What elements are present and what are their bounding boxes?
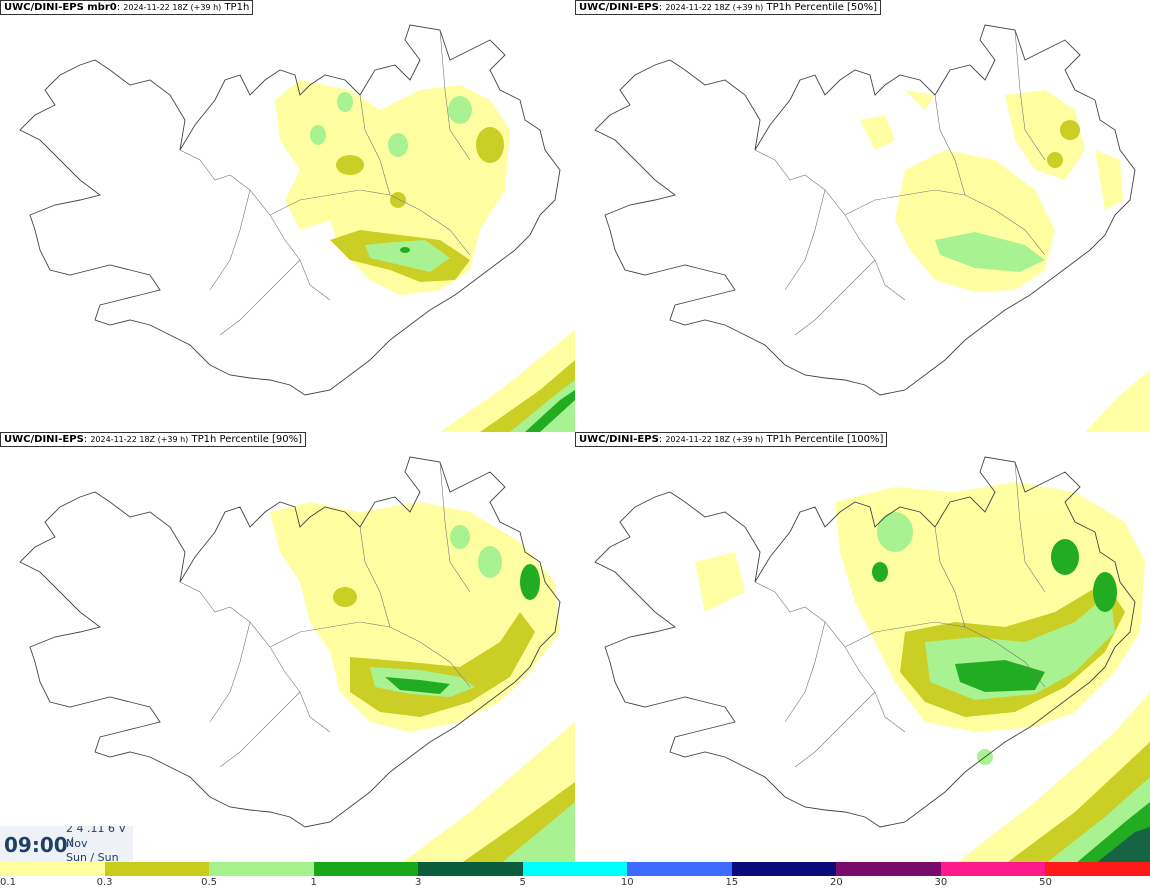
map-panel-mbr0: UWC/DINI-EPS mbr0: 2024-11-22 18Z (+39 h…: [0, 0, 575, 432]
panel-title: UWC/DINI-EPS: 2024-11-22 18Z (+39 h) TP1…: [575, 432, 888, 447]
valid-date-line: 2 4 .11 6 V ./: [66, 826, 127, 848]
legend-swatch: [0, 862, 105, 876]
legend-tick-label: 0.3: [96, 877, 113, 888]
legend-tick-label: 30: [934, 877, 948, 888]
legend-ticks: 0.1 0.3 0.5 1 3 5 10 15 20 30 50: [0, 877, 1150, 891]
map-canvas: [19, 456, 575, 864]
color-legend: [0, 862, 1150, 876]
legend-tick-label: 15: [725, 877, 739, 888]
precip-field: [695, 482, 1150, 864]
map-canvas: [594, 456, 1150, 864]
panel-title: UWC/DINI-EPS mbr0: 2024-11-22 18Z (+39 h…: [0, 0, 254, 15]
map-canvas: [19, 24, 575, 432]
precip-field: [270, 502, 575, 864]
panel-title: UWC/DINI-EPS: 2024-11-22 18Z (+39 h) TP1…: [0, 432, 307, 447]
legend-swatch: [209, 862, 314, 876]
map-panel-p90: UWC/DINI-EPS: 2024-11-22 18Z (+39 h) TP1…: [0, 432, 575, 864]
legend-swatch: [522, 862, 628, 876]
legend-swatch: [627, 862, 732, 876]
valid-time: 09:00: [4, 833, 68, 857]
legend-tick-label: 0.1: [0, 877, 16, 888]
legend-tick-label: 10: [620, 877, 634, 888]
legend-swatch: [940, 862, 1046, 876]
legend-tick-label: 50: [1039, 877, 1052, 888]
legend-swatch: [836, 862, 941, 876]
map-panel-p100: UWC/DINI-EPS: 2024-11-22 18Z (+39 h) TP1…: [575, 432, 1150, 864]
legend-swatch: [1045, 862, 1150, 876]
legend-tick-label: 5: [519, 877, 526, 888]
legend-tick-label: 20: [829, 877, 843, 888]
legend-swatch: [104, 862, 210, 876]
map-canvas: [594, 24, 1150, 432]
precip-field: [860, 90, 1150, 432]
precip-field: [275, 80, 575, 432]
legend-swatch: [731, 862, 837, 876]
legend-tick-label: 3: [414, 877, 422, 888]
panel-title: UWC/DINI-EPS: 2024-11-22 18Z (+39 h) TP1…: [575, 0, 882, 15]
legend-tick-label: 1: [310, 877, 317, 888]
map-panel-p50: UWC/DINI-EPS: 2024-11-22 18Z (+39 h) TP1…: [575, 0, 1150, 432]
legend-tick-label: 0.5: [201, 877, 218, 888]
valid-weekday: Sun / Sun: [66, 851, 119, 862]
legend-swatch: [313, 862, 419, 876]
valid-month: Nov: [66, 837, 88, 850]
valid-time-box: 09:00 2 4 .11 6 V ./ Nov Sun / Sun: [0, 826, 133, 862]
legend-swatch: [418, 862, 523, 876]
